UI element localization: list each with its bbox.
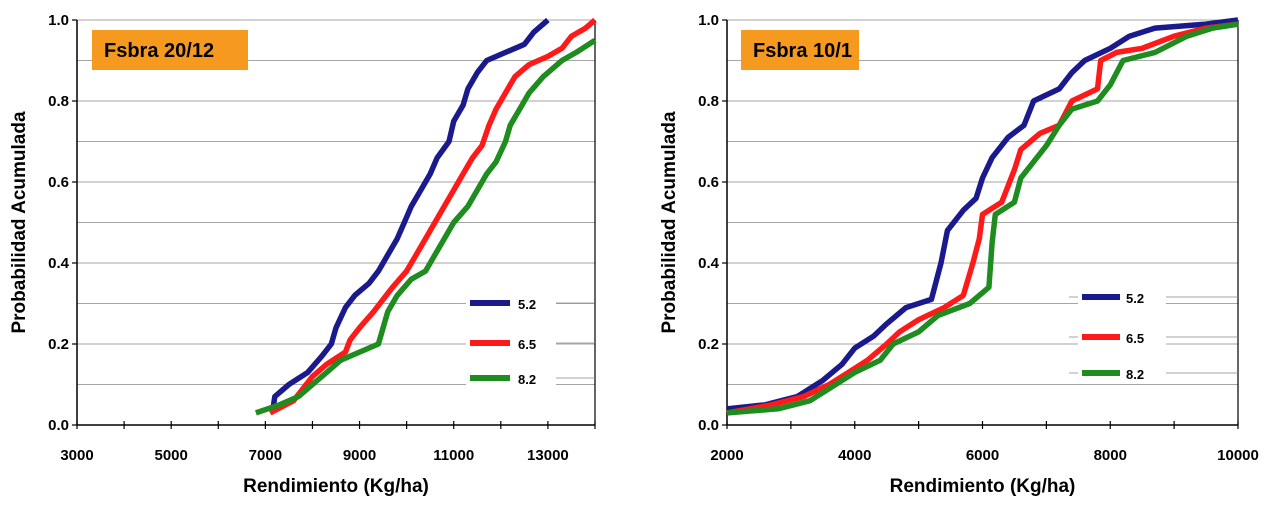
x-tick-label: 8000 xyxy=(1094,447,1127,464)
y-tick-label: 0.4 xyxy=(48,255,70,272)
y-tick-label: 1.0 xyxy=(698,12,719,29)
legend-label: 6.5 xyxy=(518,337,536,352)
series-line-6.5 xyxy=(726,21,1239,416)
chart-title: Fsbra 10/1 xyxy=(753,40,852,62)
y-tick-label: 0.0 xyxy=(48,417,69,434)
y-tick-label: 0.2 xyxy=(698,336,719,353)
x-tick-label: 7000 xyxy=(249,447,282,464)
y-tick-label: 1.0 xyxy=(48,12,69,29)
chart-title-box xyxy=(741,30,859,70)
x-tick-label: 6000 xyxy=(966,447,999,464)
y-tick-label: 0.4 xyxy=(698,255,720,272)
chart-title-box xyxy=(92,30,248,70)
chart-panel-1: 0.0 0.2 0.4 0.6 0.8 1.0 3000 5000 7000 9000 11000 1… xyxy=(9,12,597,497)
y-axis-title: Probabilidad Acumulada xyxy=(9,111,30,333)
chart-panel-2: 0.0 0.2 0.4 0.6 0.8 1.0 2000 4000 6000 8000 10000 R… xyxy=(659,12,1259,497)
x-tick-label: 10000 xyxy=(1217,447,1259,464)
x-axis-title: Rendimiento (Kg/ha) xyxy=(243,476,429,497)
y-tick-label: 0.8 xyxy=(48,93,69,110)
series-line-8.2 xyxy=(255,37,597,416)
x-axis-title: Rendimiento (Kg/ha) xyxy=(890,476,1076,497)
x-tick-label: 2000 xyxy=(710,447,743,464)
x-tick-label: 13000 xyxy=(527,447,569,464)
x-tick-label: 9000 xyxy=(343,447,376,464)
chart-title: Fsbra 20/12 xyxy=(104,40,214,62)
x-tick-label: 4000 xyxy=(838,447,871,464)
series-line-8.2 xyxy=(726,21,1239,416)
legend-label: 5.2 xyxy=(518,297,536,312)
y-axis-title: Probabilidad Acumulada xyxy=(659,111,680,333)
y-tick-label: 0.6 xyxy=(698,174,719,191)
series-line-5.2 xyxy=(726,17,1239,412)
y-tick-label: 0.6 xyxy=(48,174,69,191)
y-tick-label: 0.8 xyxy=(698,93,719,110)
x-tick-label: 11000 xyxy=(433,447,474,464)
x-tick-label: 3000 xyxy=(60,447,93,464)
y-tick-label: 0.0 xyxy=(698,417,719,434)
y-tick-label: 0.2 xyxy=(48,336,69,353)
legend-label: 5.2 xyxy=(1126,291,1144,306)
legend-label: 8.2 xyxy=(1126,367,1144,382)
x-tick-label: 5000 xyxy=(154,447,187,464)
legend-label: 8.2 xyxy=(518,372,536,387)
legend-label: 6.5 xyxy=(1126,331,1144,346)
series-line-6.5 xyxy=(268,17,597,416)
series-line-5.2 xyxy=(269,17,550,414)
